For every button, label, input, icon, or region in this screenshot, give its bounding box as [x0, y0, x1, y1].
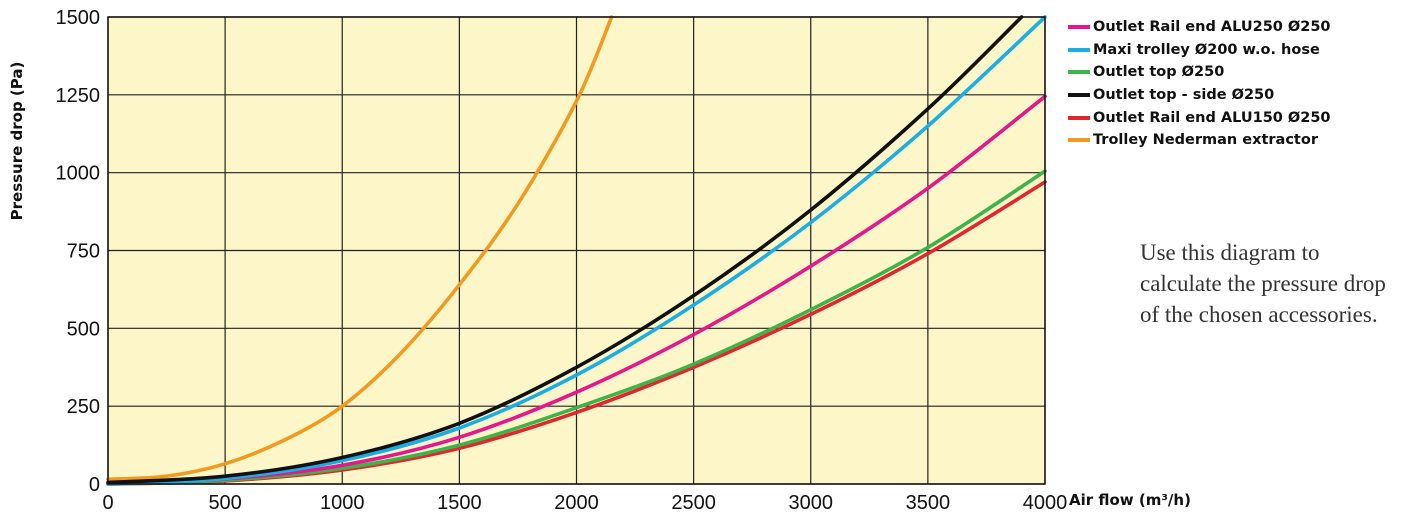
legend-item: Outlet Rail end ALU150 Ø250 [1068, 106, 1331, 129]
legend-label: Outlet top - side Ø250 [1093, 87, 1275, 104]
series-line [106, 15, 1024, 485]
y-tick-label: 250 [67, 396, 100, 418]
legend-label: Outlet Rail end ALU250 Ø250 [1093, 19, 1331, 36]
legend-swatch [1068, 138, 1090, 143]
legend-item: Outlet top Ø250 [1068, 61, 1331, 84]
x-tick-label: 2000 [554, 492, 599, 514]
legend-label: Trolley Nederman extractor [1093, 132, 1318, 149]
diagram-note: Use this diagram to calculate the pressu… [1140, 240, 1386, 327]
y-tick-label: 1500 [56, 7, 101, 29]
x-tick-label: 1000 [320, 492, 365, 514]
x-tick-label: 3500 [906, 492, 951, 514]
x-tick-label: 500 [208, 492, 241, 514]
legend-label: Outlet Rail end ALU150 Ø250 [1093, 109, 1331, 126]
y-tick-label: 1000 [56, 163, 101, 185]
x-tick-label: 1500 [437, 492, 482, 514]
y-tick-label: 500 [67, 318, 100, 340]
legend-item: Outlet top - side Ø250 [1068, 84, 1331, 107]
x-tick-label: 2500 [671, 492, 716, 514]
x-tick-label: 4000 [1023, 492, 1068, 514]
legend-swatch [1068, 115, 1090, 120]
legend-item: Outlet Rail end ALU250 Ø250 [1068, 16, 1331, 39]
legend-swatch [1068, 93, 1090, 98]
plot-frame [107, 16, 1046, 485]
y-tick-labels: 0 250 500 750 1000 1250 1500 [56, 7, 101, 496]
y-tick-label: 750 [67, 241, 100, 263]
series-line [106, 15, 1047, 486]
series-layer [106, 15, 1047, 486]
y-tick-label: 0 [89, 474, 100, 496]
x-tick-label: 0 [102, 492, 113, 514]
legend-swatch [1068, 25, 1090, 30]
legend-label: Maxi trolley Ø200 w.o. hose [1093, 41, 1320, 58]
legend-item: Trolley Nederman extractor [1068, 129, 1331, 152]
legend-swatch [1068, 70, 1090, 75]
legend-label: Outlet top Ø250 [1093, 64, 1225, 81]
legend-item: Maxi trolley Ø200 w.o. hose [1068, 39, 1331, 62]
series-line [106, 169, 1047, 486]
legend: Outlet Rail end ALU250 Ø250 Maxi trolley… [1068, 16, 1331, 152]
x-tick-label: 3000 [789, 492, 834, 514]
series-line [106, 15, 614, 482]
x-tick-labels: 0 500 1000 1500 2000 2500 3000 3500 4000 [102, 492, 1067, 514]
series-line [106, 94, 1047, 486]
y-axis-title: Pressure drop (Pa) [8, 62, 26, 221]
y-tick-label: 1250 [56, 85, 101, 107]
legend-swatch [1068, 47, 1090, 52]
x-axis-title: Air flow (m³/h) [1069, 491, 1191, 509]
